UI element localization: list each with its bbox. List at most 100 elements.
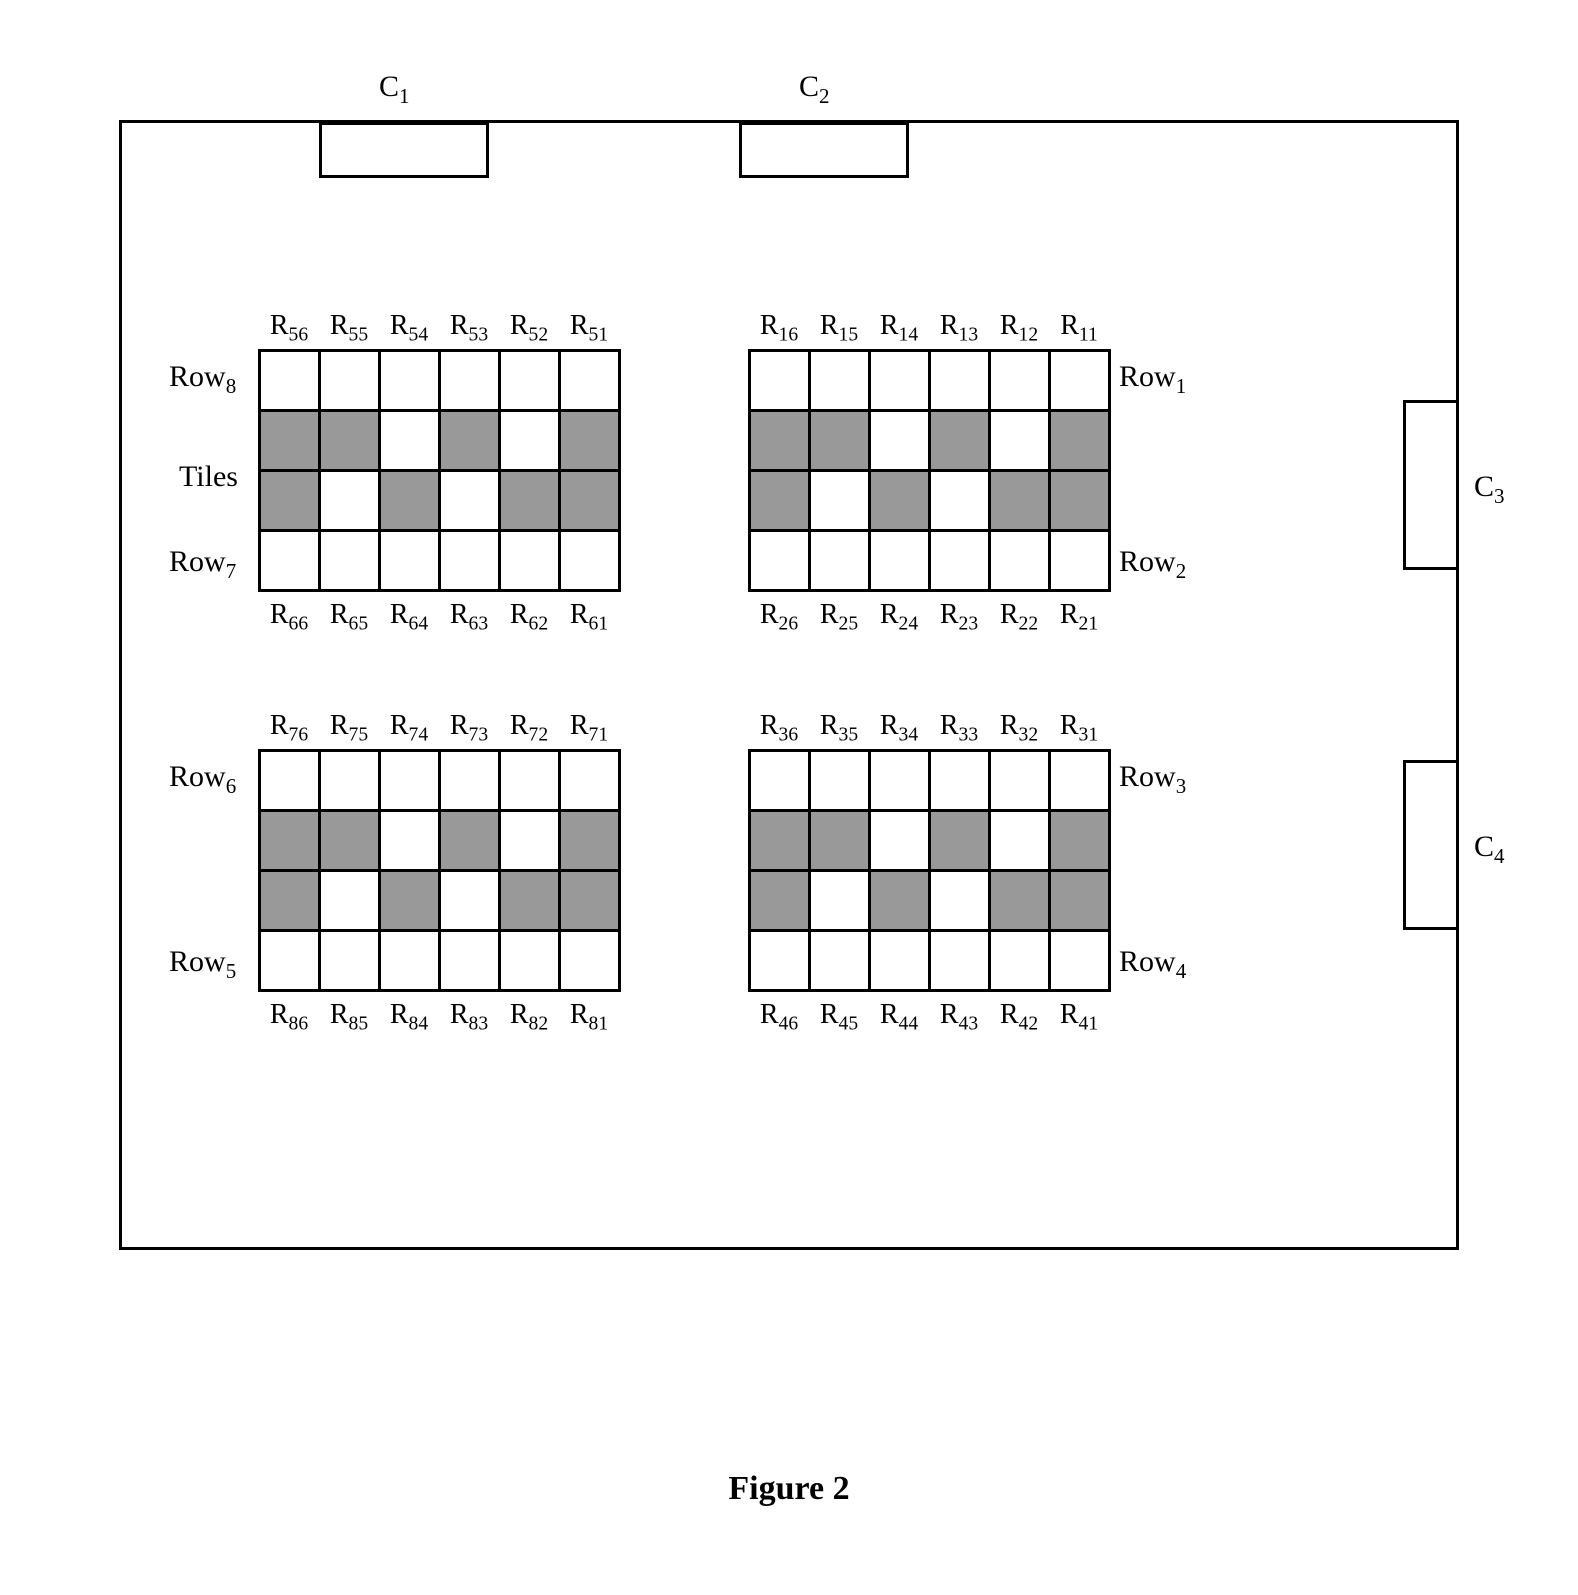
column-label: R13 xyxy=(929,310,989,347)
tile-grid-bottom-right xyxy=(749,750,1109,990)
column-labels-top: R56R55R54R53R52R51 xyxy=(259,310,619,347)
column-labels-top: R76R75R74R73R72R71 xyxy=(259,710,619,747)
tile-row xyxy=(749,930,1109,990)
row-label: Row4 xyxy=(1119,945,1186,984)
connector-c4 xyxy=(1403,760,1459,930)
tile-cell xyxy=(258,809,321,872)
column-label: R45 xyxy=(809,999,869,1036)
tile-cell xyxy=(438,869,501,932)
tile-cell xyxy=(1048,749,1111,812)
row-label: Row8 xyxy=(169,360,236,399)
row-label: Row2 xyxy=(1119,545,1186,584)
column-label: R54 xyxy=(379,310,439,347)
tile-row xyxy=(749,530,1109,590)
tile-cell xyxy=(1048,869,1111,932)
connector-label-c1: C1 xyxy=(379,70,410,109)
tile-cell xyxy=(868,809,931,872)
column-label: R51 xyxy=(559,310,619,347)
tile-cell xyxy=(748,349,811,412)
column-label: R43 xyxy=(929,999,989,1036)
tile-cell xyxy=(928,749,991,812)
tile-row xyxy=(259,470,619,530)
tile-cell xyxy=(378,749,441,812)
main-border xyxy=(119,120,1459,1250)
column-label: R52 xyxy=(499,310,559,347)
tile-cell xyxy=(438,409,501,472)
tile-cell xyxy=(1048,529,1111,592)
tile-cell xyxy=(258,469,321,532)
row-label: Row5 xyxy=(169,945,236,984)
tile-cell xyxy=(928,349,991,412)
tile-cell xyxy=(318,469,381,532)
tile-grid-top-left xyxy=(259,350,619,590)
column-label: R65 xyxy=(319,599,379,636)
column-label: R81 xyxy=(559,999,619,1036)
row-label: Row1 xyxy=(1119,360,1186,399)
column-label: R85 xyxy=(319,999,379,1036)
tile-cell xyxy=(868,929,931,992)
tile-cell xyxy=(438,809,501,872)
tile-cell xyxy=(438,349,501,412)
column-label: R44 xyxy=(869,999,929,1036)
tile-cell xyxy=(988,869,1051,932)
connector-c3 xyxy=(1403,400,1459,570)
tile-row xyxy=(259,350,619,410)
tile-cell xyxy=(258,529,321,592)
tile-cell xyxy=(808,469,871,532)
tile-cell xyxy=(318,529,381,592)
tile-cell xyxy=(318,929,381,992)
tile-cell xyxy=(258,749,321,812)
tile-cell xyxy=(928,469,991,532)
tile-cell xyxy=(558,409,621,472)
tile-grid-top-right xyxy=(749,350,1109,590)
tile-cell xyxy=(498,349,561,412)
tile-cell xyxy=(988,349,1051,412)
tile-cell xyxy=(498,749,561,812)
column-label: R41 xyxy=(1049,999,1109,1036)
tile-cell xyxy=(498,809,561,872)
tile-cell xyxy=(988,929,1051,992)
column-label: R23 xyxy=(929,599,989,636)
column-label: R76 xyxy=(259,710,319,747)
column-label: R62 xyxy=(499,599,559,636)
tile-cell xyxy=(1048,409,1111,472)
column-label: R74 xyxy=(379,710,439,747)
tile-cell xyxy=(988,749,1051,812)
tile-cell xyxy=(808,349,871,412)
tile-cell xyxy=(748,469,811,532)
column-label: R63 xyxy=(439,599,499,636)
column-label: R53 xyxy=(439,310,499,347)
tile-cell xyxy=(748,869,811,932)
tile-cell xyxy=(1048,469,1111,532)
tile-row xyxy=(259,750,619,810)
tile-cell xyxy=(868,469,931,532)
tile-cell xyxy=(808,929,871,992)
column-label: R84 xyxy=(379,999,439,1036)
tile-cell xyxy=(808,809,871,872)
tile-cell xyxy=(438,529,501,592)
column-label: R73 xyxy=(439,710,499,747)
column-label: R82 xyxy=(499,999,559,1036)
tile-cell xyxy=(988,469,1051,532)
column-labels-bottom: R86R85R84R83R82R81 xyxy=(259,999,619,1036)
row-label: Row7 xyxy=(169,545,236,584)
tile-cell xyxy=(868,529,931,592)
tile-cell xyxy=(498,869,561,932)
column-label: R16 xyxy=(749,310,809,347)
row-label: Row3 xyxy=(1119,760,1186,799)
column-label: R26 xyxy=(749,599,809,636)
tile-cell xyxy=(808,749,871,812)
column-label: R72 xyxy=(499,710,559,747)
row-label: Row6 xyxy=(169,760,236,799)
tile-cell xyxy=(378,869,441,932)
column-label: R36 xyxy=(749,710,809,747)
tile-cell xyxy=(1048,809,1111,872)
column-label: R24 xyxy=(869,599,929,636)
tile-cell xyxy=(378,529,441,592)
tile-row xyxy=(749,470,1109,530)
tile-cell xyxy=(808,529,871,592)
tile-cell xyxy=(868,749,931,812)
connector-label-c2: C2 xyxy=(799,70,830,109)
tile-cell xyxy=(928,929,991,992)
tile-cell xyxy=(438,469,501,532)
